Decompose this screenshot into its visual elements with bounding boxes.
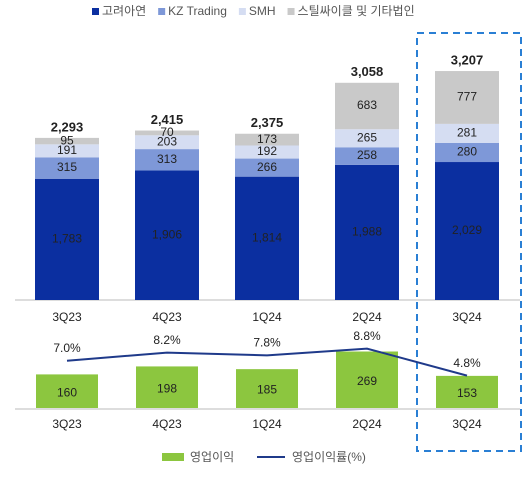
bar-segment [35,178,99,300]
legend-label: 영업이익률(%) [292,450,366,464]
legend-label: 영업이익 [190,450,234,464]
data-label: 8.8% [353,329,381,343]
bar [136,366,198,408]
data-label: 266 [257,160,277,174]
data-label: 7.8% [253,336,281,350]
bar-segment [335,147,399,165]
bar-segment [135,130,199,136]
total-label: 2,415 [151,112,184,127]
data-label: 683 [357,98,377,112]
bar-segment [335,164,399,300]
data-label: 1,988 [352,225,382,239]
data-label: 265 [357,130,377,144]
bar-segment [435,142,499,163]
bar-segment [35,137,99,145]
data-label: 192 [257,144,277,158]
x-tick-label: 4Q23 [152,417,182,431]
data-label: 281 [457,126,477,140]
data-label: 70 [160,125,174,139]
data-label: 4.8% [453,356,481,370]
bar-segment [235,145,299,159]
legend-swatch [287,8,295,15]
legend-swatch [162,453,184,461]
legend-label: 고려아연 [102,4,146,18]
data-label: 315 [57,160,77,174]
data-label: 203 [157,134,177,148]
x-tick-label: 1Q24 [252,417,282,431]
legend-swatch [158,8,166,15]
data-label: 185 [257,383,277,397]
legend-swatch [92,8,99,15]
data-label: 258 [357,148,377,162]
data-label: 313 [157,152,177,166]
bar-segment [135,135,199,150]
x-tick-label: 3Q23 [52,417,82,431]
bar-segment [435,123,499,143]
data-label: 7.0% [53,341,81,355]
legend-label: SMH [249,4,276,18]
bar-segment [435,162,499,300]
data-label: 153 [457,386,477,400]
bar-segment [435,71,499,124]
x-tick-label: 4Q23 [152,310,182,324]
bar-segment [235,133,299,146]
data-label: 2,029 [452,223,482,237]
legend-label: KZ Trading [168,4,227,18]
data-label: 191 [57,143,77,157]
bar [236,369,298,408]
data-label: 95 [60,133,74,147]
bar [436,375,498,408]
total-label: 3,207 [451,52,484,67]
x-tick-label: 2Q24 [352,310,382,324]
bar-segment [35,157,99,179]
legend-label: 스틸싸이클 및 기타법인 [298,4,415,18]
data-label: 269 [357,374,377,388]
bar-segment [335,82,399,130]
bar [36,374,98,408]
bar-segment [335,129,399,148]
data-label: 777 [457,90,477,104]
bar-segment [35,144,99,158]
data-label: 1,906 [152,227,182,241]
x-tick-label: 3Q24 [452,417,482,431]
line [66,347,468,377]
highlight-box [416,32,522,452]
bar-segment [235,176,299,300]
data-label: 160 [57,385,77,399]
x-tick-label: 3Q24 [452,310,482,324]
x-tick-label: 3Q23 [52,310,82,324]
bar-segment [135,170,199,300]
x-tick-label: 1Q24 [252,310,282,324]
data-label: 173 [257,132,277,146]
data-label: 1,814 [252,230,282,244]
bar [336,351,398,408]
data-label: 280 [457,145,477,159]
total-label: 2,293 [51,119,84,134]
bar-segment [235,158,299,177]
bar-segment [135,149,199,171]
x-tick-label: 2Q24 [352,417,382,431]
data-label: 198 [157,381,177,395]
data-label: 8.2% [153,333,181,347]
legend-swatch [238,8,246,15]
total-label: 3,058 [351,64,384,79]
data-label: 1,783 [52,232,82,246]
total-label: 2,375 [251,115,284,130]
